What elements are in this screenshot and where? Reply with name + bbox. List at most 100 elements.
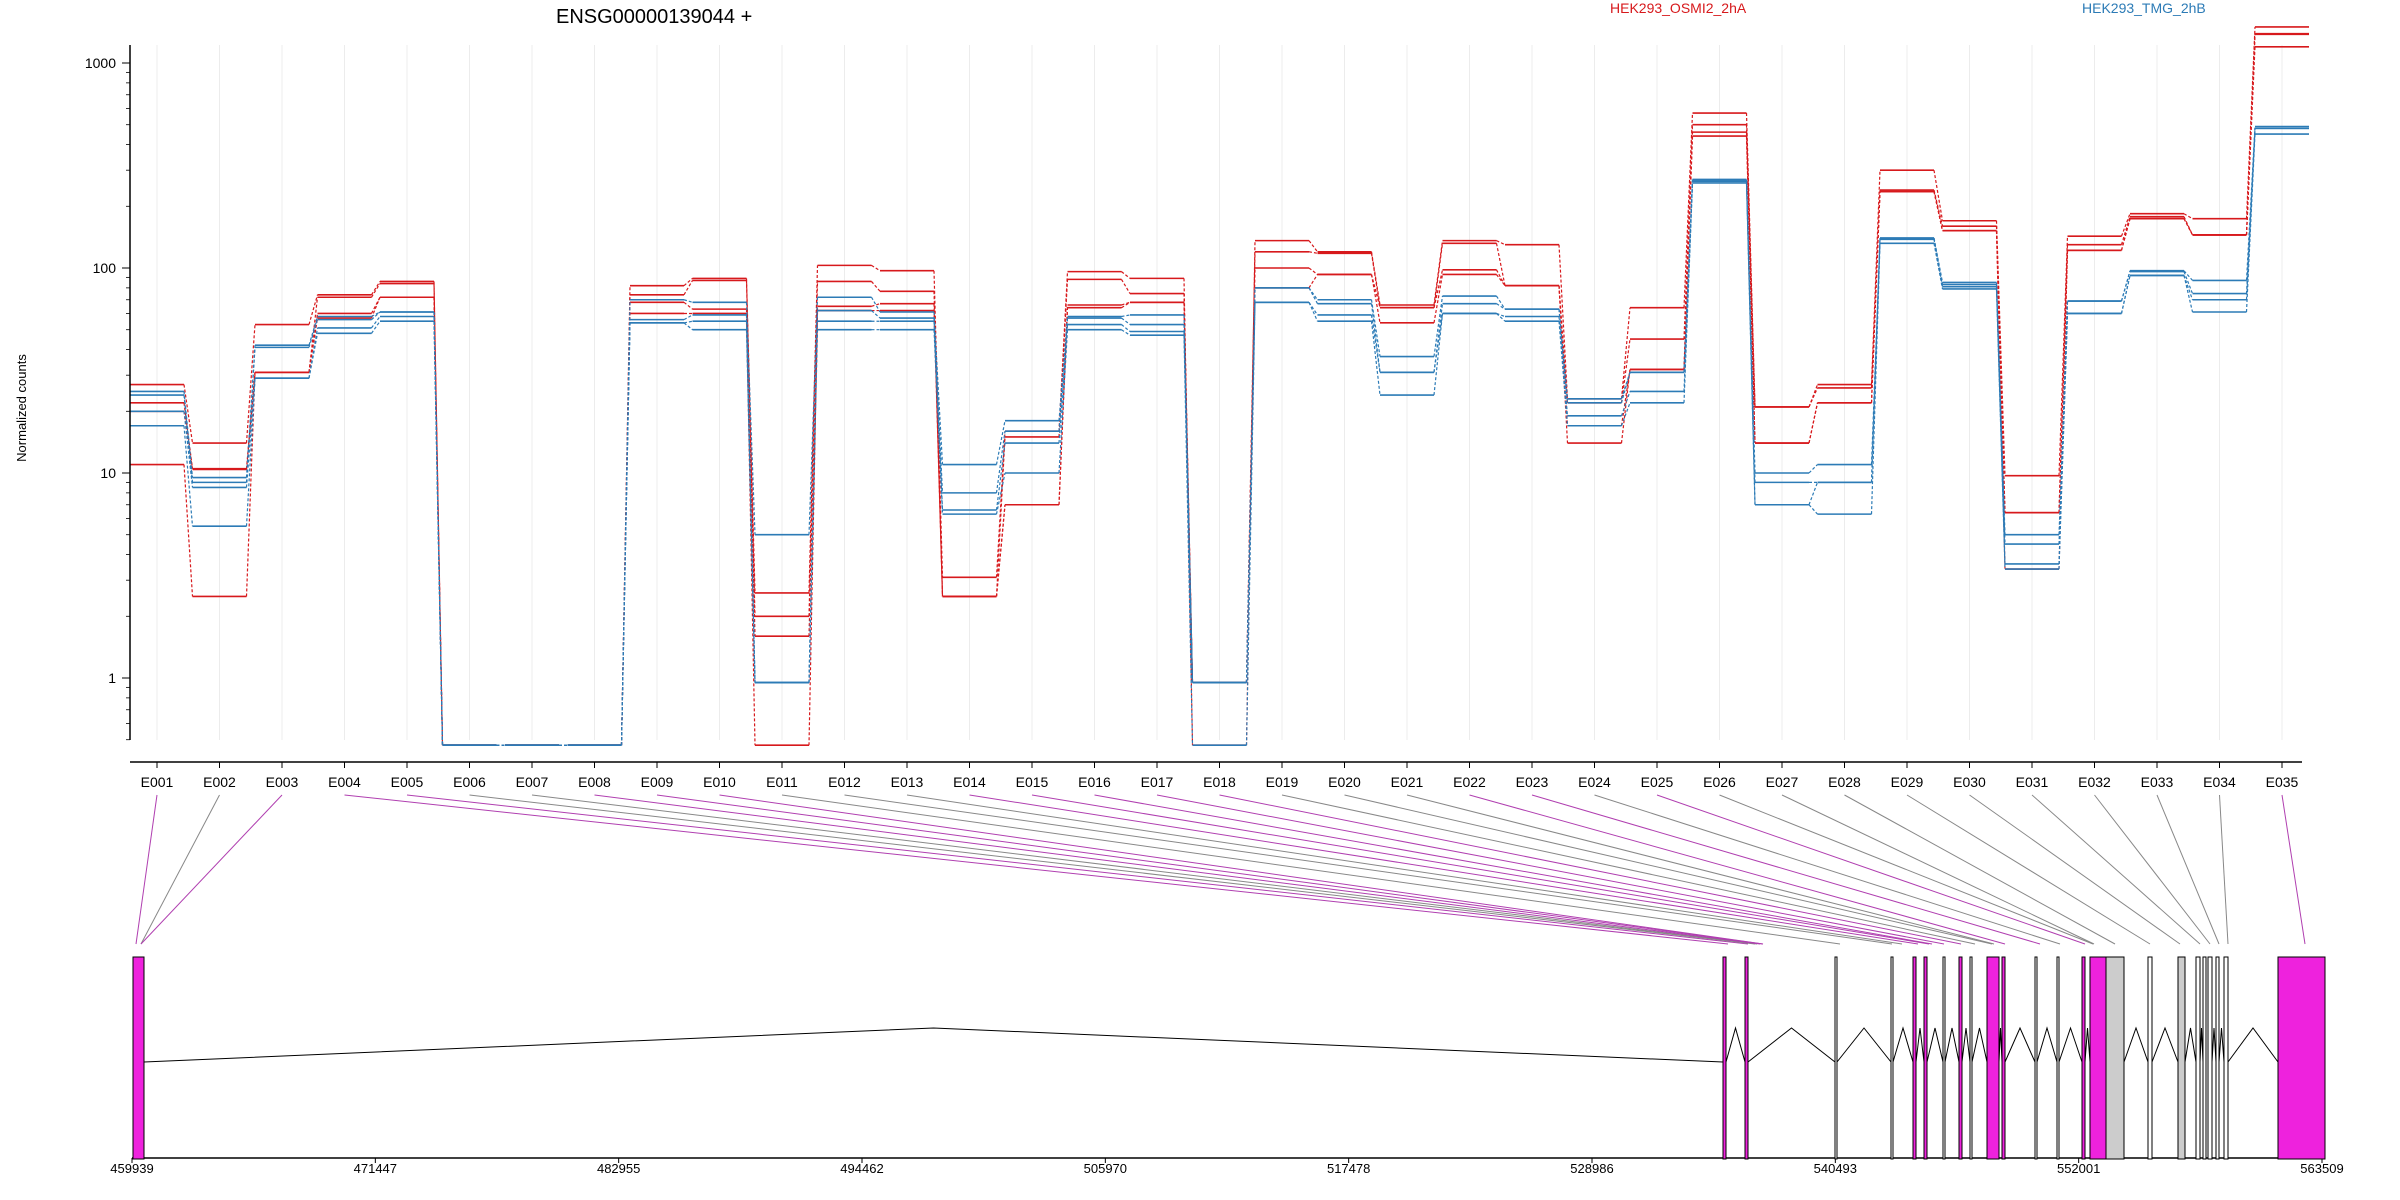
series-connector xyxy=(245,378,256,488)
intron-line xyxy=(2084,1027,2091,1063)
exon-connector-e023 xyxy=(1531,794,2041,945)
gene-axis-label: 471447 xyxy=(354,1161,397,1176)
series-connector xyxy=(620,322,631,746)
exon-connector-e011 xyxy=(781,794,1841,945)
series-connector xyxy=(683,299,693,303)
series-connector xyxy=(933,329,944,515)
series-connector xyxy=(1558,285,1569,403)
series-connector xyxy=(370,281,381,296)
series-connector xyxy=(1745,182,1756,505)
series-connector xyxy=(1121,301,1131,309)
x-axis: E001 E002 E003 E004 E005 E006 E007 E008 E009 E010… xyxy=(130,761,2302,790)
intron-line xyxy=(2151,1026,2179,1063)
gene-axis-label: 540493 xyxy=(1814,1161,1857,1176)
series-connector xyxy=(1808,387,1819,408)
exon-connectors xyxy=(135,794,2306,945)
x-tick-label-e027: E027 xyxy=(1766,774,1799,790)
series-connector xyxy=(683,280,694,296)
intron-line xyxy=(2036,1026,2058,1063)
series-connector xyxy=(308,317,319,373)
series-connector xyxy=(1995,284,2006,545)
exon-box-24 xyxy=(2223,956,2229,1160)
series-connector xyxy=(1121,314,1131,318)
series-connector xyxy=(1933,243,1944,290)
exon-connector-e024 xyxy=(1594,794,2061,945)
exon-connector-e014 xyxy=(969,794,1919,945)
series-connector xyxy=(871,310,881,319)
exon-box-8 xyxy=(1942,956,1946,1160)
x-tick-label-e022: E022 xyxy=(1453,774,1486,790)
series-connector xyxy=(2120,218,2131,251)
intron-line xyxy=(1915,1027,1925,1063)
x-tick-label-e035: E035 xyxy=(2266,774,2299,790)
x-tick-label-e029: E029 xyxy=(1891,774,1924,790)
series-connector xyxy=(2120,271,2131,302)
exon-box-18 xyxy=(2147,956,2153,1160)
series-connector xyxy=(371,311,381,318)
series-connector xyxy=(2120,275,2131,314)
gene-model: 459939 471447 482955 494462 505970 517478 5289… xyxy=(110,956,2344,1176)
x-tick-label-e014: E014 xyxy=(953,774,986,790)
series-connector xyxy=(433,321,444,746)
x-tick-label-e003: E003 xyxy=(266,774,299,790)
x-tick-label-e002: E002 xyxy=(203,774,236,790)
series-connector xyxy=(1433,313,1444,396)
series-connector xyxy=(2183,275,2194,300)
y-axis-label: Normalized counts xyxy=(14,354,29,462)
exon-box-13 xyxy=(2034,956,2038,1160)
x-tick-label-e007: E007 xyxy=(516,774,549,790)
series-connector xyxy=(1121,324,1131,332)
series-connector xyxy=(995,420,1006,465)
y-tick-label-1: 1 xyxy=(108,670,116,686)
exon-box-4 xyxy=(1834,956,1838,1160)
exon-box-9 xyxy=(1958,956,1963,1160)
x-tick-label-e019: E019 xyxy=(1266,774,1299,790)
exon-box-21 xyxy=(2202,956,2207,1160)
series-connector xyxy=(870,296,881,313)
series-connector xyxy=(933,318,944,493)
exon-connector-e028 xyxy=(1844,794,2116,945)
series-connector xyxy=(1308,251,1318,254)
exon-box-15 xyxy=(2081,956,2086,1160)
series-connector xyxy=(1870,239,1881,483)
series-connector xyxy=(1870,191,1881,403)
exon-box-10 xyxy=(1969,956,1973,1160)
exon-box-6 xyxy=(1912,956,1917,1160)
series-connector xyxy=(2058,250,2069,513)
series-connector xyxy=(2183,271,2194,294)
series-connector xyxy=(371,320,381,334)
series-connector xyxy=(1058,329,1069,474)
exon-connector-e003 xyxy=(140,794,283,945)
legend-label-osmi2: HEK293_OSMI2_2hA xyxy=(1610,0,1747,16)
series-connector xyxy=(1620,307,1631,399)
exon-connector-e013 xyxy=(906,794,1903,945)
series-connector xyxy=(1808,384,1819,408)
series-connector xyxy=(1620,402,1631,426)
x-tick-label-e025: E025 xyxy=(1641,774,1674,790)
x-tick-label-e005: E005 xyxy=(391,774,424,790)
series-connector xyxy=(1308,240,1318,253)
series-connector xyxy=(1245,302,1256,746)
x-tick-label-e032: E032 xyxy=(2078,774,2111,790)
intron-line xyxy=(1725,1026,1746,1063)
exon-connector-e030 xyxy=(1969,794,2181,945)
series-connector xyxy=(933,321,944,511)
x-tick-label-e017: E017 xyxy=(1141,774,1174,790)
exon-box-7 xyxy=(1923,956,1928,1160)
x-tick-label-e015: E015 xyxy=(1016,774,1049,790)
exon-connector-e009 xyxy=(656,794,1764,945)
exon-connector-e026 xyxy=(1719,794,2094,945)
series-connector xyxy=(1808,504,1818,515)
exon-connector-e021 xyxy=(1406,794,1995,945)
x-tick-label-e023: E023 xyxy=(1516,774,1549,790)
series-connector xyxy=(1558,285,1569,444)
exon-connector-e005 xyxy=(406,794,1749,945)
exon-connector-e033 xyxy=(2156,794,2220,945)
x-tick-label-e012: E012 xyxy=(828,774,861,790)
series-connector xyxy=(1433,274,1444,323)
exon-connector-e020 xyxy=(1344,794,1993,945)
series-connector xyxy=(745,309,756,637)
series-connector xyxy=(245,347,256,483)
exon-box-19 xyxy=(2177,956,2186,1160)
series-connector xyxy=(1058,318,1069,432)
